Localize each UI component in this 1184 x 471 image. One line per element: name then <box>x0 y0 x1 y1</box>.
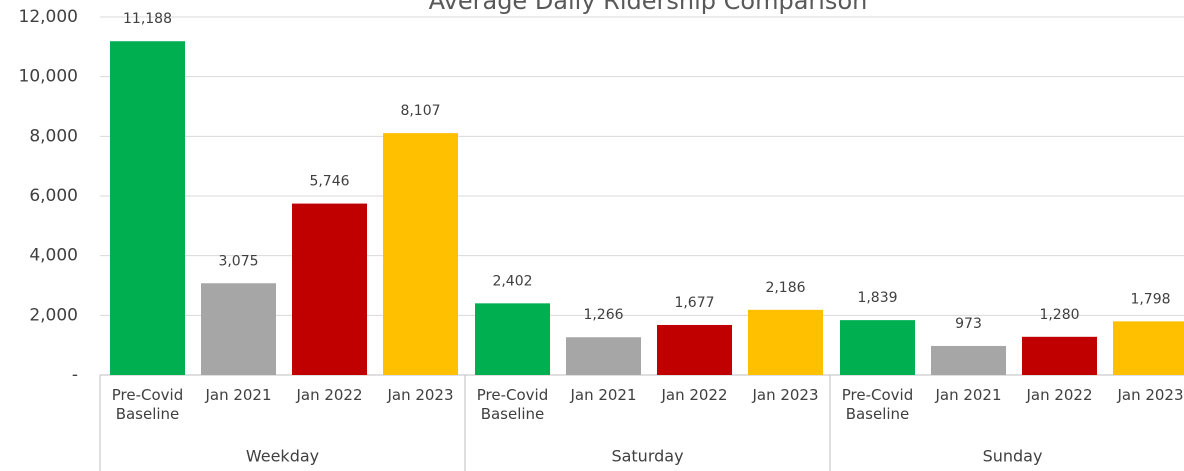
x-tick-label: Jan 2022 <box>661 386 728 404</box>
x-tick-label: Jan 2023 <box>1117 386 1184 404</box>
x-tick-label-box: Jan 2022 <box>1026 386 1093 404</box>
data-label: 3,075 <box>218 253 258 269</box>
x-tick-label: Jan 2022 <box>1026 386 1093 404</box>
bar <box>931 345 1006 375</box>
x-tick-label: Jan 2021 <box>935 386 1002 404</box>
x-tick-label-box: Pre-Covid Baseline <box>841 386 914 423</box>
x-tick-label-box: Jan 2021 <box>570 386 637 404</box>
bar <box>201 283 276 375</box>
x-tick-label-box: Jan 2021 <box>205 386 272 404</box>
y-tick-label: - <box>72 365 78 385</box>
y-tick-label: 8,000 <box>29 126 78 146</box>
data-label: 2,402 <box>492 273 532 289</box>
y-tick-label: 12,000 <box>19 7 78 27</box>
x-tick-label: Pre-Covid Baseline <box>841 386 914 423</box>
data-label: 1,266 <box>583 307 623 323</box>
x-tick-label: Pre-Covid Baseline <box>111 386 184 423</box>
y-tick-label: 2,000 <box>29 305 78 325</box>
x-tick-label-box: Jan 2023 <box>387 386 454 404</box>
x-tick-label: Jan 2023 <box>387 386 454 404</box>
group-label: Saturday <box>611 447 683 466</box>
chart-title: Average Daily Ridership Comparison <box>429 0 868 15</box>
x-tick-label: Pre-Covid Baseline <box>476 386 549 423</box>
x-tick-label-box: Jan 2022 <box>296 386 363 404</box>
data-label: 1,280 <box>1039 307 1079 323</box>
bar <box>840 320 915 375</box>
x-tick-label-box: Jan 2023 <box>1117 386 1184 404</box>
data-label: 1,677 <box>674 295 714 311</box>
y-tick-label: 10,000 <box>19 67 78 87</box>
bar <box>475 303 550 375</box>
bar <box>292 203 367 375</box>
x-tick-label-box: Jan 2021 <box>935 386 1002 404</box>
bar <box>110 41 185 375</box>
data-label: 1,798 <box>1130 291 1170 307</box>
x-tick-label-box: Pre-Covid Baseline <box>476 386 549 423</box>
data-label: 2,186 <box>765 280 805 296</box>
bar <box>657 324 732 375</box>
x-tick-label-box: Jan 2022 <box>661 386 728 404</box>
x-tick-label-box: Pre-Covid Baseline <box>111 386 184 423</box>
bar <box>1022 336 1097 375</box>
data-label: 8,107 <box>400 103 440 119</box>
x-tick-label: Jan 2022 <box>296 386 363 404</box>
x-tick-label: Jan 2021 <box>205 386 272 404</box>
bar <box>1113 321 1184 375</box>
x-tick-label: Jan 2021 <box>570 386 637 404</box>
data-label: 5,746 <box>309 174 349 190</box>
x-tick-label: Jan 2023 <box>752 386 819 404</box>
data-label: 1,839 <box>857 290 897 306</box>
bar <box>748 309 823 375</box>
bar <box>566 337 641 375</box>
group-label: Weekday <box>246 447 319 466</box>
bar <box>383 133 458 375</box>
x-tick-label-box: Jan 2023 <box>752 386 819 404</box>
data-label: 11,188 <box>123 11 172 27</box>
y-tick-label: 6,000 <box>29 186 78 206</box>
group-label: Sunday <box>983 447 1043 466</box>
y-tick-label: 4,000 <box>29 246 78 266</box>
data-label: 973 <box>955 316 982 332</box>
